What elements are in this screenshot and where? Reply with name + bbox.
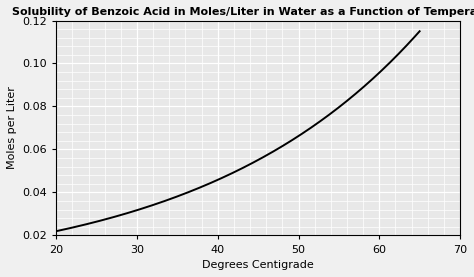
Title: Solubility of Benzoic Acid in Moles/Liter in Water as a Function of Temperature: Solubility of Benzoic Acid in Moles/Lite… bbox=[12, 7, 474, 17]
Y-axis label: Moles per Liter: Moles per Liter bbox=[7, 86, 17, 170]
X-axis label: Degrees Centigrade: Degrees Centigrade bbox=[202, 260, 314, 270]
